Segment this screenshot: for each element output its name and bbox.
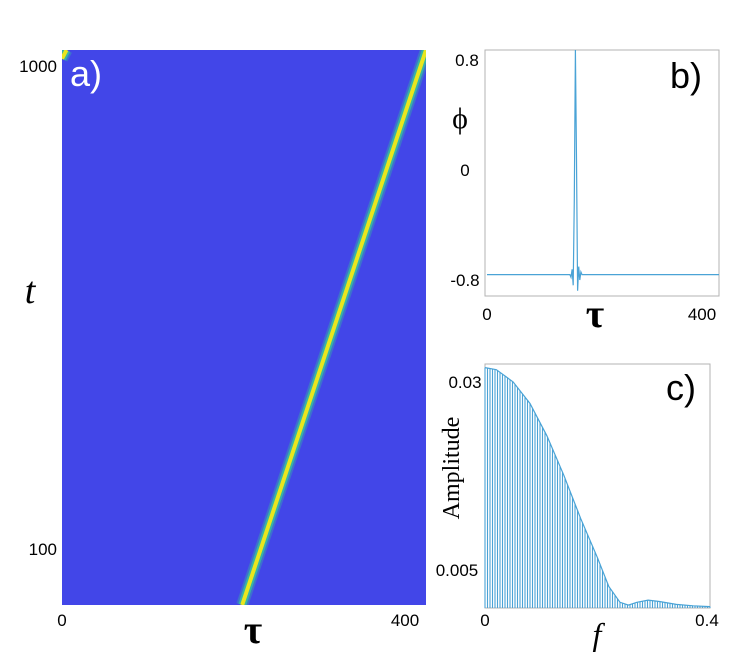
x-axis-label-a: τ bbox=[244, 607, 262, 652]
y-tick-label-1000: 1000 bbox=[19, 57, 57, 76]
spectrum-envelope bbox=[484, 367, 711, 608]
x-axis-label-c: f bbox=[593, 616, 606, 652]
y-tick-label-0.005: 0.005 bbox=[436, 561, 479, 580]
y-tick-label-neg-0.8: -0.8 bbox=[450, 271, 479, 290]
plot-frame-b bbox=[484, 49, 720, 297]
spectrum-bars bbox=[484, 367, 711, 608]
series-line-phi bbox=[487, 49, 719, 291]
panel-b: b) 0.8 0 -0.8 0 400 ϕ τ bbox=[450, 49, 720, 336]
panel-c: c) 0.03 0.005 0 0.4 Amplitude f bbox=[436, 363, 719, 652]
x-axis-label-b: τ bbox=[586, 291, 604, 336]
panel-label-c: c) bbox=[666, 367, 696, 408]
x-tick-label-0-c: 0 bbox=[480, 611, 489, 630]
x-tick-label-400: 400 bbox=[391, 611, 419, 630]
heatmap-ridge-wrap-layer-2 bbox=[62, 50, 69, 60]
x-tick-label-400-b: 400 bbox=[688, 305, 716, 324]
heatmap-background bbox=[62, 50, 426, 605]
y-tick-label-100: 100 bbox=[29, 540, 57, 559]
panel-label-a: a) bbox=[70, 53, 102, 94]
x-tick-label-0.4-c: 0.4 bbox=[695, 611, 719, 630]
heatmap-ridge-group bbox=[62, 50, 426, 605]
y-tick-label-0: 0 bbox=[460, 161, 469, 180]
panel-label-b: b) bbox=[670, 55, 702, 96]
y-axis-label-b: ϕ bbox=[452, 102, 468, 135]
x-tick-label-0: 0 bbox=[57, 611, 66, 630]
x-tick-label-0-b: 0 bbox=[482, 305, 491, 324]
panel-a: a) 1000 100 0 400 t τ bbox=[19, 50, 426, 652]
y-axis-label-c: Amplitude bbox=[439, 417, 465, 520]
y-axis-label-a: t bbox=[25, 270, 37, 312]
y-tick-label-0.8: 0.8 bbox=[455, 51, 479, 70]
y-tick-label-0.03: 0.03 bbox=[448, 373, 481, 392]
heatmap-ridge-layer-2 bbox=[240, 50, 426, 605]
